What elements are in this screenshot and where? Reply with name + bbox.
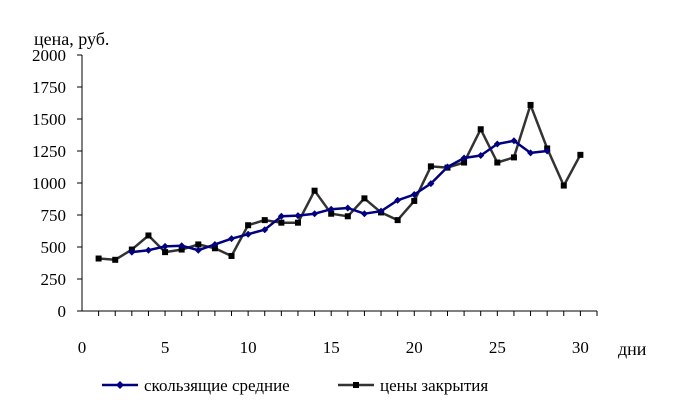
x-axis-ticks: 0 5 10 15 20 25 30 [78,311,598,357]
data-point [294,219,301,226]
y-tick-label: 250 [41,270,67,289]
data-point [161,242,169,250]
data-point [411,197,418,204]
y-tick-label: 1750 [32,78,66,97]
data-point [543,147,551,155]
legend-label-moving-average: скользящие средние [144,376,290,395]
series-layer [95,101,584,263]
data-point [443,163,451,171]
data-point [377,207,385,215]
y-tick-label: 500 [41,238,67,257]
legend-marker-closing-price [353,382,359,388]
data-point [178,242,186,250]
data-point [211,245,218,252]
data-point [560,182,567,189]
axes [81,55,597,312]
data-point [228,235,236,243]
data-point [344,204,352,212]
data-point [493,140,501,148]
y-tick-label: 750 [41,206,67,225]
x-tick-label: 30 [572,338,589,357]
data-point [128,248,136,256]
x-tick-label: 25 [489,338,506,357]
series-line [131,139,548,254]
data-point [311,187,318,194]
data-point [328,210,335,217]
data-point [294,212,302,220]
data-point [344,213,351,220]
data-point [427,180,435,188]
data-point [477,126,484,133]
data-point [195,241,202,248]
y-axis-ticks: 0 250 500 750 1000 1250 1500 1750 2000 [32,46,82,321]
y-axis-label: цена, руб. [34,29,109,49]
y-tick-label: 1500 [32,110,66,129]
data-point [361,195,368,202]
x-tick-label: 0 [78,338,87,357]
data-point [527,101,534,108]
y-tick-label: 0 [58,302,67,321]
data-point [477,151,485,159]
data-point [360,210,368,218]
data-point [527,149,535,157]
data-point [510,154,517,161]
y-tick-label: 2000 [32,46,66,65]
series-moving-average [128,137,551,256]
data-point [510,137,518,145]
y-tick-label: 1000 [32,174,66,193]
legend: скользящие средние цены закрытия [102,376,488,395]
y-tick-label: 1250 [32,142,66,161]
legend-label-closing-price: цены закрытия [380,376,488,395]
data-point [144,246,152,254]
data-point [311,210,319,218]
data-point [228,252,235,259]
x-axis-label: дни [618,339,647,359]
data-point [410,191,418,199]
data-point [494,159,501,166]
data-point [277,212,285,220]
legend-marker-moving-average [116,381,124,389]
data-point [244,230,252,238]
data-point [145,232,152,239]
data-point [327,205,335,213]
data-point [577,151,584,158]
series-closing-price [95,101,584,263]
x-tick-label: 15 [323,338,340,357]
data-point [261,217,268,224]
x-tick-label: 5 [161,338,170,357]
data-point [427,163,434,170]
data-point [162,249,169,256]
series-line [98,103,582,262]
x-tick-label: 10 [240,338,257,357]
data-point [394,196,402,204]
data-point [95,255,102,262]
data-point [245,222,252,229]
data-point [211,240,219,248]
data-point [261,226,269,234]
data-point [394,217,401,224]
x-tick-label: 20 [406,338,423,357]
data-point [178,246,185,253]
data-point [461,159,468,166]
data-point [460,154,468,162]
data-point [194,246,202,254]
data-point [112,256,119,263]
data-point [278,219,285,226]
